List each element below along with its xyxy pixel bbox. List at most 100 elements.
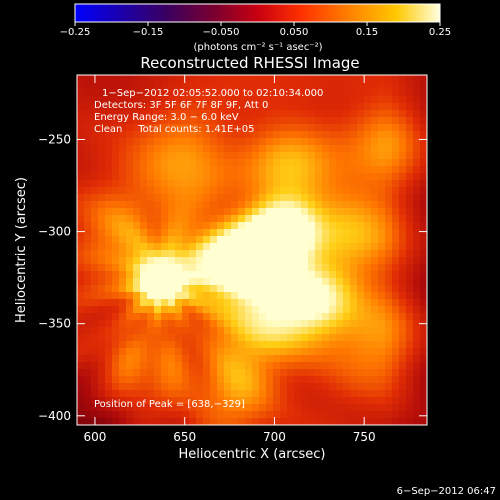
heatmap-cell	[91, 194, 99, 202]
heatmap-cell	[203, 222, 211, 230]
heatmap-cell	[196, 334, 204, 342]
heatmap-cell	[154, 369, 162, 377]
heatmap-cell	[140, 313, 148, 321]
heatmap-cell	[210, 222, 218, 230]
heatmap-cell	[91, 404, 99, 412]
heatmap-cell	[280, 306, 288, 314]
heatmap-cell	[98, 334, 106, 342]
heatmap-cell	[161, 257, 169, 265]
heatmap-cell	[140, 404, 148, 412]
heatmap-cell	[322, 187, 330, 195]
heatmap-cell	[406, 418, 414, 425]
heatmap-cell	[210, 82, 218, 90]
heatmap-cell	[203, 362, 211, 370]
heatmap-cell	[392, 208, 400, 216]
heatmap-cell	[112, 89, 120, 97]
heatmap-cell	[154, 376, 162, 384]
heatmap-cell	[175, 236, 183, 244]
heatmap-cell	[133, 236, 141, 244]
heatmap-cell	[98, 138, 106, 146]
heatmap-cell	[98, 250, 106, 258]
heatmap-cell	[406, 299, 414, 307]
heatmap-cell	[364, 362, 372, 370]
heatmap-cell	[259, 404, 267, 412]
heatmap-cell	[203, 215, 211, 223]
heatmap-cell	[238, 306, 246, 314]
heatmap-cell	[196, 243, 204, 251]
heatmap-cell	[189, 82, 197, 90]
heatmap-cell	[322, 264, 330, 272]
heatmap-cell	[231, 341, 239, 349]
heatmap-cell	[77, 82, 85, 90]
heatmap-cell	[154, 236, 162, 244]
heatmap-cell	[371, 215, 379, 223]
heatmap-cell	[91, 292, 99, 300]
heatmap-cell	[336, 264, 344, 272]
heatmap-cell	[252, 369, 260, 377]
heatmap-cell	[126, 390, 134, 398]
heatmap-cell	[133, 89, 141, 97]
heatmap-cell	[147, 215, 155, 223]
heatmap-cell	[378, 292, 386, 300]
heatmap-cell	[266, 194, 274, 202]
heatmap-cell	[203, 327, 211, 335]
heatmap-cell	[119, 173, 127, 181]
heatmap-cell	[350, 376, 358, 384]
x-axis-ticks: 600 650 700 750	[83, 75, 376, 444]
heatmap-cell	[147, 292, 155, 300]
heatmap-cell	[287, 201, 295, 209]
heatmap-cell	[315, 75, 323, 83]
heatmap-cell	[105, 292, 113, 300]
heatmap-cell	[322, 124, 330, 132]
heatmap-cell	[364, 173, 372, 181]
heatmap-cell	[126, 306, 134, 314]
heatmap-cell	[266, 292, 274, 300]
heatmap-cell	[287, 292, 295, 300]
heatmap-cell	[147, 341, 155, 349]
heatmap-cell	[399, 362, 407, 370]
heatmap-cell	[203, 166, 211, 174]
heatmap-cell	[168, 117, 176, 125]
heatmap-cell	[119, 299, 127, 307]
heatmap-cell	[238, 278, 246, 286]
heatmap-cell	[336, 82, 344, 90]
heatmap-cell	[350, 89, 358, 97]
heatmap-cell	[210, 117, 218, 125]
heatmap-cell	[238, 285, 246, 293]
heatmap-cell	[189, 208, 197, 216]
heatmap-cell	[119, 320, 127, 328]
heatmap-cell	[77, 236, 85, 244]
heatmap-cell	[420, 299, 427, 307]
heatmap-cell	[343, 397, 351, 405]
heatmap-cell	[182, 362, 190, 370]
heatmap-cell	[378, 117, 386, 125]
heatmap-cell	[147, 75, 155, 83]
heatmap-cell	[266, 215, 274, 223]
heatmap-cell	[322, 418, 330, 425]
heatmap-cell	[371, 110, 379, 118]
heatmap-cell	[105, 278, 113, 286]
heatmap-cell	[301, 96, 309, 104]
heatmap-cell	[336, 229, 344, 237]
heatmap-cell	[196, 390, 204, 398]
heatmap-cell	[105, 166, 113, 174]
heatmap-cell	[406, 334, 414, 342]
heatmap-cell	[420, 145, 427, 153]
y-axis-label: Heliocentric Y (arcsec)	[14, 177, 29, 323]
heatmap-cell	[91, 243, 99, 251]
heatmap-cell	[252, 411, 260, 419]
heatmap-cell	[98, 313, 106, 321]
heatmap-cell	[343, 278, 351, 286]
heatmap-cell	[322, 243, 330, 251]
heatmap-cell	[126, 124, 134, 132]
heatmap-cell	[182, 152, 190, 160]
heatmap-cell	[182, 75, 190, 83]
heatmap-cell	[301, 348, 309, 356]
heatmap-cell	[273, 187, 281, 195]
heatmap-cell	[147, 96, 155, 104]
heatmap-cell	[259, 138, 267, 146]
heatmap-cell	[357, 138, 365, 146]
heatmap-cell	[294, 110, 302, 118]
heatmap-cell	[399, 89, 407, 97]
heatmap-cell	[126, 369, 134, 377]
